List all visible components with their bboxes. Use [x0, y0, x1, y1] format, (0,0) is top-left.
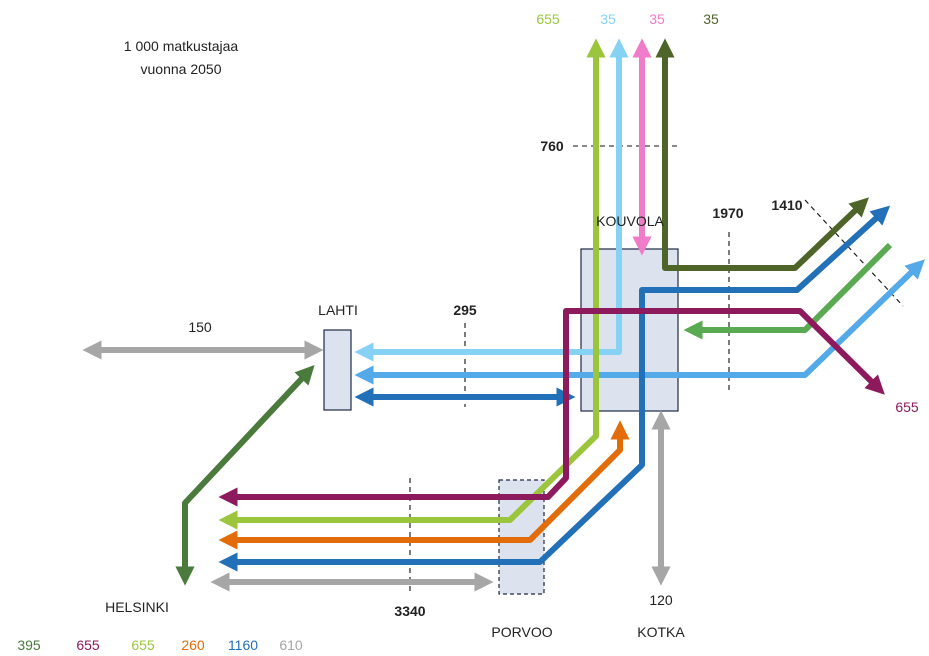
value-east-far: 1410 [771, 197, 802, 213]
top-value-sky-blue: 35 [600, 11, 616, 27]
title-line-2: vuonna 2050 [141, 61, 222, 77]
flow-dark-green-helsinki-lahti [175, 365, 315, 586]
top-value-light-green: 655 [536, 11, 560, 27]
label-kouvola: KOUVOLA [596, 213, 664, 229]
flow-light-green [218, 38, 606, 530]
label-helsinki: HELSINKI [105, 599, 169, 615]
value-east-out: 655 [895, 399, 919, 415]
top-value-pink: 35 [649, 11, 665, 27]
bottom-value-light-green: 655 [131, 637, 155, 653]
flow-purple [218, 308, 885, 507]
title-line-1: 1 000 matkustajaa [124, 38, 239, 54]
label-lahti: LAHTI [318, 302, 358, 318]
bottom-value-gray: 610 [279, 637, 303, 653]
label-kotka: KOTKA [637, 624, 685, 640]
bottom-value-purple: 655 [76, 637, 100, 653]
top-value-olive: 35 [703, 11, 719, 27]
value-east-kouvola: 1970 [712, 205, 743, 221]
flow-olive [655, 38, 869, 271]
station-box-lahti [323, 329, 352, 411]
bottom-value-orange: 260 [181, 637, 205, 653]
value-west-lahti: 150 [188, 319, 212, 335]
bottom-value-dark-blue: 1160 [228, 637, 258, 653]
value-kotka: 120 [649, 592, 673, 608]
value-lahti-kouvola: 295 [453, 302, 477, 318]
value-north-kouvola: 760 [540, 138, 564, 154]
value-helsinki-porvoo: 3340 [394, 603, 425, 619]
section-cut-east-far [804, 199, 904, 307]
bottom-value-dark-green: 395 [17, 637, 41, 653]
label-porvoo: PORVOO [491, 624, 552, 640]
